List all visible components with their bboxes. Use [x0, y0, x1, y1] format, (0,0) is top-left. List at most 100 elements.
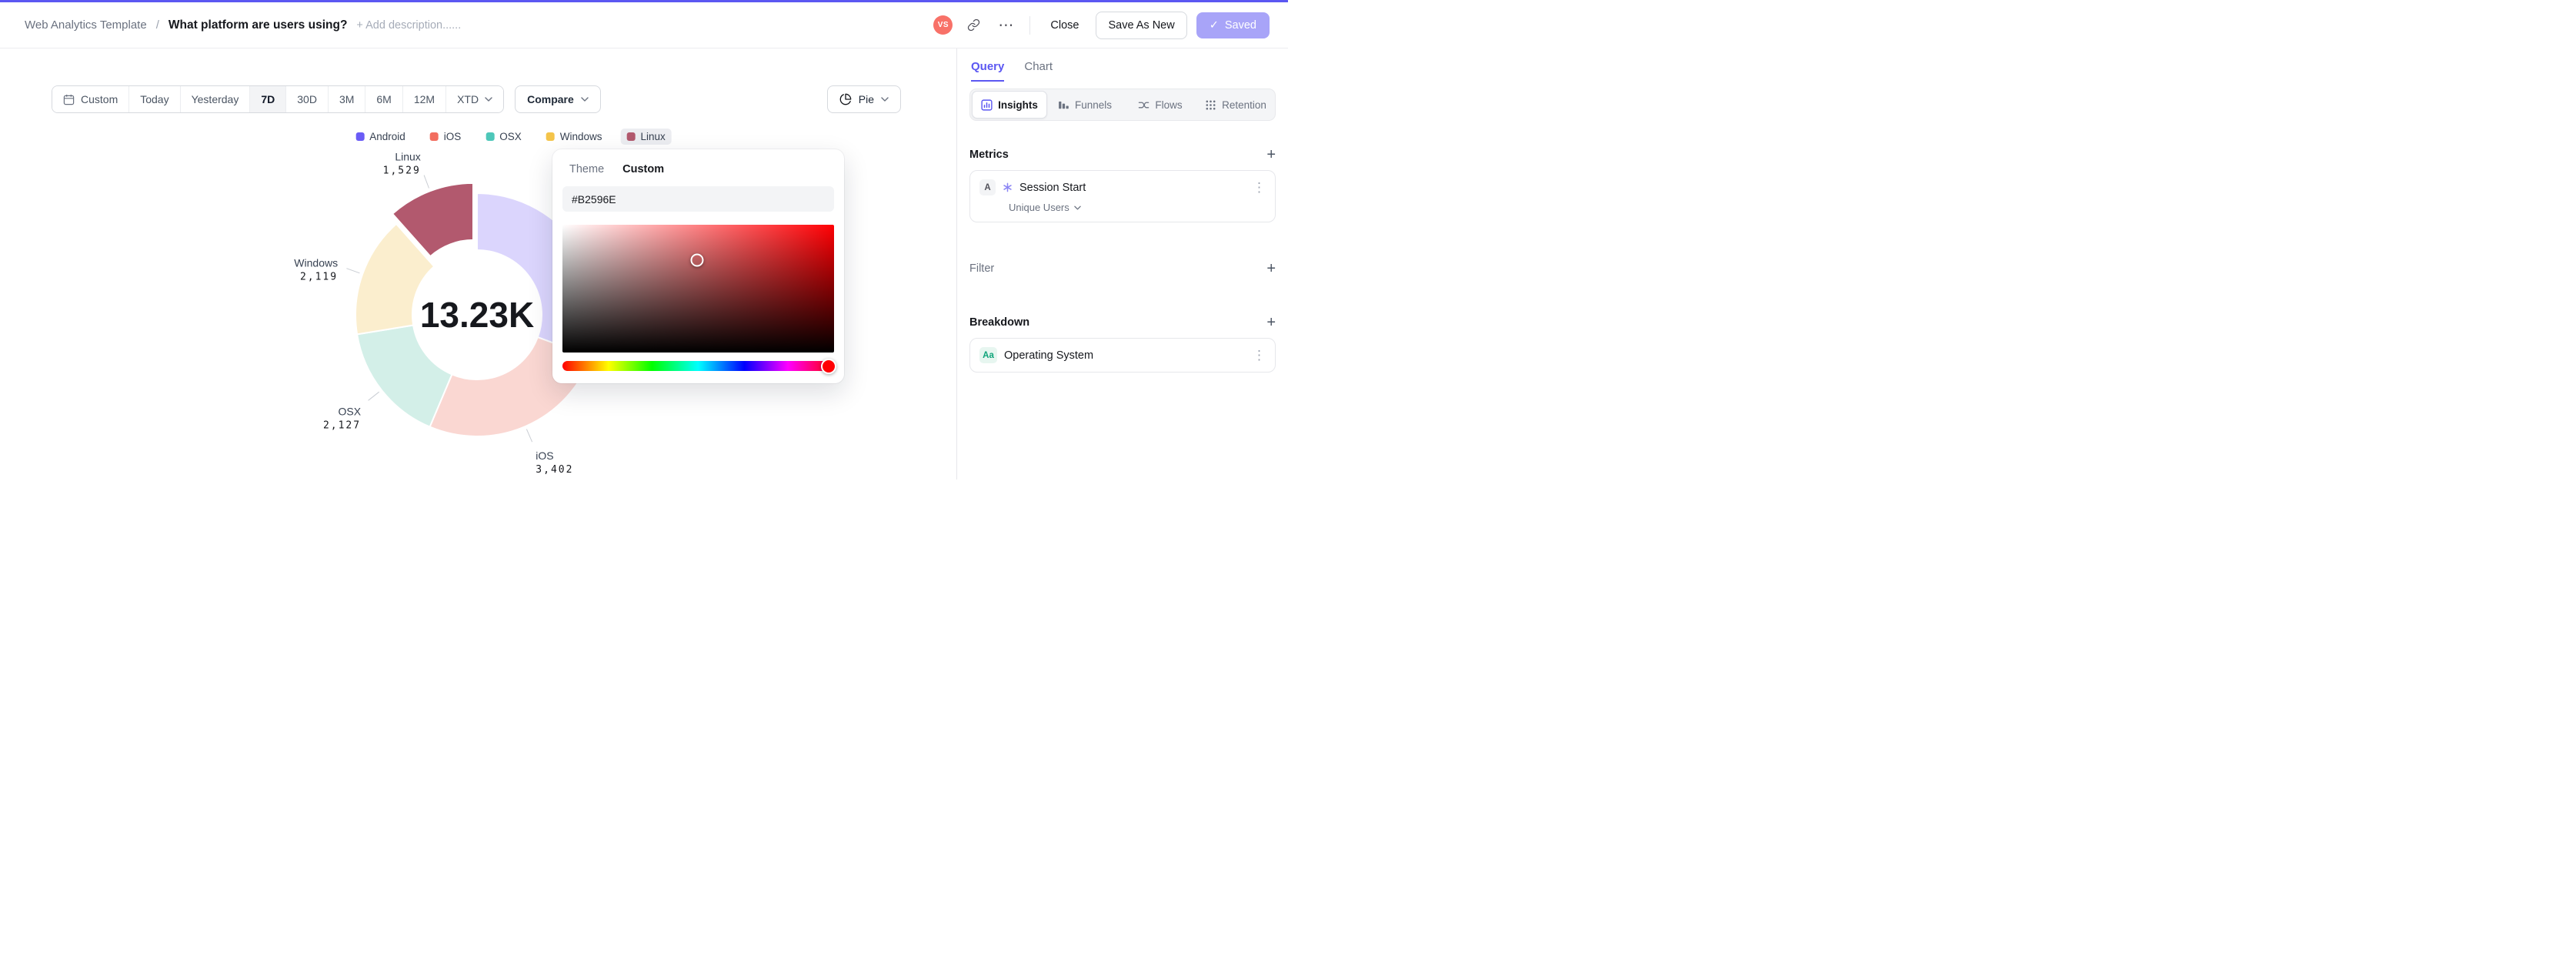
- query-sidebar: Query Chart Insights Funnels Flows: [956, 48, 1288, 480]
- add-filter-button[interactable]: +: [1266, 260, 1276, 277]
- date-range-yesterday[interactable]: Yesterday: [179, 86, 250, 112]
- chart-type-label: Pie: [858, 93, 874, 105]
- insight-tab-label: Flows: [1155, 99, 1183, 111]
- chart-legend: Android iOS OSX Windows Linux: [349, 129, 672, 145]
- date-range-label: Yesterday: [191, 93, 239, 105]
- compare-label: Compare: [527, 93, 574, 105]
- sparkle-icon: [1003, 182, 1013, 192]
- breakdown-card[interactable]: Aa Operating System ⋮: [969, 338, 1276, 373]
- tab-chart[interactable]: Chart: [1024, 60, 1053, 82]
- color-picker-tabs: Theme Custom: [562, 162, 834, 186]
- legend-label: OSX: [499, 131, 522, 142]
- aggregation-selector[interactable]: Unique Users: [1009, 202, 1081, 213]
- link-icon: [967, 18, 980, 32]
- pie-center-value: 13.23K: [420, 295, 534, 335]
- pie-slice-ios[interactable]: [429, 336, 592, 438]
- property-type-badge: Aa: [979, 347, 997, 363]
- pie-label-linux: Linux 1,529: [383, 150, 421, 176]
- insight-tab-insights[interactable]: Insights: [972, 91, 1047, 119]
- gradient-cursor[interactable]: [690, 253, 704, 267]
- saturation-gradient[interactable]: [562, 225, 834, 353]
- date-range-group: Custom Today Yesterday 7D 30D 3M 6M 12M …: [52, 85, 505, 113]
- pie-slice-windows[interactable]: [355, 222, 435, 336]
- chart-panel: Custom Today Yesterday 7D 30D 3M 6M 12M …: [0, 48, 956, 480]
- kebab-icon[interactable]: ⋮: [1253, 180, 1266, 195]
- hex-color-input[interactable]: [562, 186, 834, 212]
- more-options-button[interactable]: ⋯: [994, 14, 1017, 37]
- legend-swatch: [355, 132, 365, 141]
- insight-tab-label: Funnels: [1074, 99, 1113, 111]
- legend-swatch: [626, 132, 636, 141]
- metric-event-name: Session Start: [1019, 181, 1086, 194]
- insights-icon: [981, 99, 993, 111]
- kebab-icon[interactable]: ⋮: [1253, 348, 1266, 363]
- event-type-badge: A: [979, 179, 996, 195]
- pie-label-leader-line: [346, 268, 360, 274]
- tab-custom[interactable]: Custom: [622, 163, 665, 175]
- close-button[interactable]: Close: [1043, 13, 1086, 38]
- pie-slice-linux[interactable]: [391, 182, 474, 258]
- saved-button-label: Saved: [1224, 18, 1256, 32]
- legend-item-windows[interactable]: Windows: [540, 129, 609, 145]
- date-range-6m[interactable]: 6M: [365, 86, 402, 112]
- pie-label-leader-line: [368, 391, 380, 401]
- breakdown-section-header: Breakdown +: [969, 315, 1276, 330]
- ellipsis-icon: ⋯: [998, 16, 1014, 34]
- legend-label: Android: [369, 131, 405, 142]
- breakdown-property-name: Operating System: [1004, 349, 1094, 362]
- flows-icon: [1138, 99, 1150, 111]
- tab-query[interactable]: Query: [971, 60, 1005, 82]
- date-range-label: 12M: [413, 93, 435, 105]
- date-range-custom[interactable]: Custom: [52, 86, 129, 112]
- date-range-today[interactable]: Today: [128, 86, 180, 112]
- add-metric-button[interactable]: +: [1266, 146, 1276, 163]
- color-picker-popup: Theme Custom: [552, 149, 844, 383]
- breadcrumb-link[interactable]: Web Analytics Template: [25, 18, 147, 32]
- date-range-12m[interactable]: 12M: [402, 86, 446, 112]
- chart-type-button[interactable]: Pie: [826, 85, 901, 113]
- insight-tab-label: Insights: [998, 99, 1038, 111]
- insight-tab-retention[interactable]: Retention: [1198, 91, 1273, 119]
- hue-slider[interactable]: [562, 358, 836, 374]
- insight-tab-funnels[interactable]: Funnels: [1047, 91, 1123, 119]
- date-range-xtd[interactable]: XTD: [445, 86, 504, 112]
- date-range-label: 30D: [297, 93, 317, 105]
- pie-label-windows: Windows 2,119: [294, 257, 338, 283]
- date-range-label: Custom: [81, 93, 118, 105]
- chevron-down-icon: [485, 97, 492, 102]
- content: Custom Today Yesterday 7D 30D 3M 6M 12M …: [0, 48, 1288, 480]
- legend-label: Linux: [640, 131, 666, 142]
- legend-item-ios[interactable]: iOS: [424, 129, 468, 145]
- add-description-button[interactable]: + Add description......: [356, 18, 462, 32]
- insight-type-selector: Insights Funnels Flows Retention: [969, 89, 1276, 121]
- add-breakdown-button[interactable]: +: [1266, 314, 1276, 331]
- aggregation-label: Unique Users: [1009, 202, 1069, 213]
- page-title[interactable]: What platform are users using?: [168, 18, 348, 32]
- date-range-3m[interactable]: 3M: [327, 86, 365, 112]
- chevron-down-icon: [581, 97, 589, 102]
- legend-swatch: [486, 132, 495, 141]
- topbar: Web Analytics Template / What platform a…: [0, 0, 1288, 48]
- funnels-icon: [1058, 99, 1069, 111]
- insight-tab-flows[interactable]: Flows: [1123, 91, 1198, 119]
- legend-swatch: [546, 132, 555, 141]
- date-range-label: Today: [140, 93, 169, 105]
- breadcrumb-separator: /: [155, 18, 159, 32]
- chevron-down-icon: [881, 97, 889, 102]
- date-range-7d[interactable]: 7D: [249, 86, 286, 112]
- saved-button[interactable]: ✓ Saved: [1196, 12, 1270, 38]
- hue-slider-handle[interactable]: [821, 358, 836, 374]
- metrics-section-header: Metrics +: [969, 147, 1276, 162]
- date-range-30d[interactable]: 30D: [285, 86, 328, 112]
- legend-item-android[interactable]: Android: [349, 129, 412, 145]
- save-as-new-button[interactable]: Save As New: [1096, 11, 1187, 39]
- metric-card[interactable]: A Session Start ⋮ Unique Users: [969, 170, 1276, 222]
- tab-theme[interactable]: Theme: [569, 163, 605, 175]
- topbar-actions: VS ⋯ Close Save As New ✓ Saved: [933, 11, 1270, 39]
- avatar[interactable]: VS: [933, 15, 953, 35]
- legend-label: Windows: [559, 131, 602, 142]
- compare-button[interactable]: Compare: [515, 85, 601, 113]
- share-link-button[interactable]: [962, 14, 985, 37]
- legend-item-osx[interactable]: OSX: [479, 129, 528, 145]
- legend-item-linux[interactable]: Linux: [620, 129, 672, 145]
